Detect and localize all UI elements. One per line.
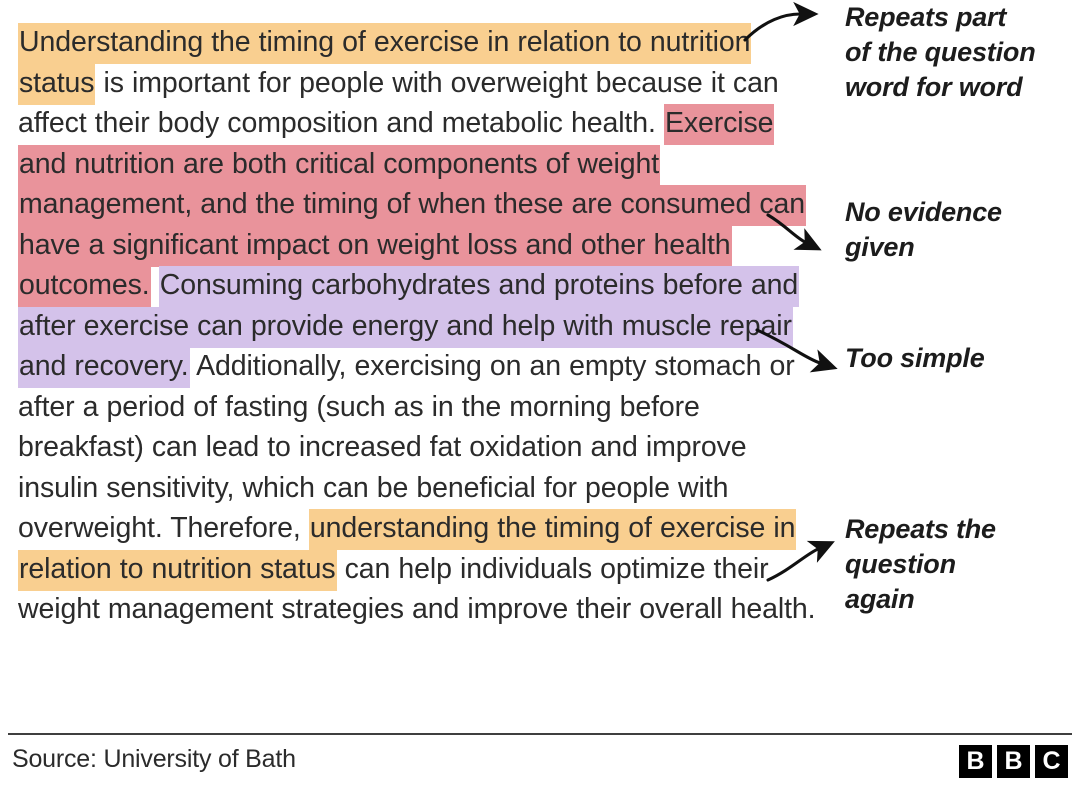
passage-plain-1: is important for people with overweight … <box>18 66 779 140</box>
footer-divider <box>8 733 1072 735</box>
passage-plain-4: can help individuals optimize their weig… <box>18 552 816 626</box>
bbc-logo-block-2: B <box>997 745 1030 778</box>
source-attribution: Source: University of Bath <box>12 745 296 773</box>
passage-plain-2 <box>151 269 159 301</box>
annotation-too-simple: Too simple <box>845 343 985 373</box>
annotation-repeats-question-again: Repeats the question again <box>845 514 996 614</box>
bbc-logo-block-1: B <box>959 745 992 778</box>
bbc-logo-block-3: C <box>1035 745 1068 778</box>
annotation-repeats-part-of-question: Repeats part of the question word for wo… <box>845 2 1036 102</box>
annotation-no-evidence-given: No evidence given <box>845 197 1002 262</box>
passage-plain-3: Additionally, exercising on an empty sto… <box>18 350 795 544</box>
passage-text: Understanding the timing of exercise in … <box>18 22 818 630</box>
bbc-logo: B B C <box>959 745 1068 778</box>
